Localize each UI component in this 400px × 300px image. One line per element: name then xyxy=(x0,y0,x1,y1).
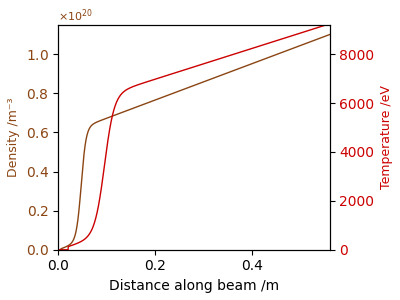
Text: $\times 10^{20}$: $\times 10^{20}$ xyxy=(58,7,93,24)
Y-axis label: Temperature /eV: Temperature /eV xyxy=(380,85,393,189)
X-axis label: Distance along beam /m: Distance along beam /m xyxy=(109,279,279,293)
Y-axis label: Density /m⁻³: Density /m⁻³ xyxy=(7,98,20,177)
